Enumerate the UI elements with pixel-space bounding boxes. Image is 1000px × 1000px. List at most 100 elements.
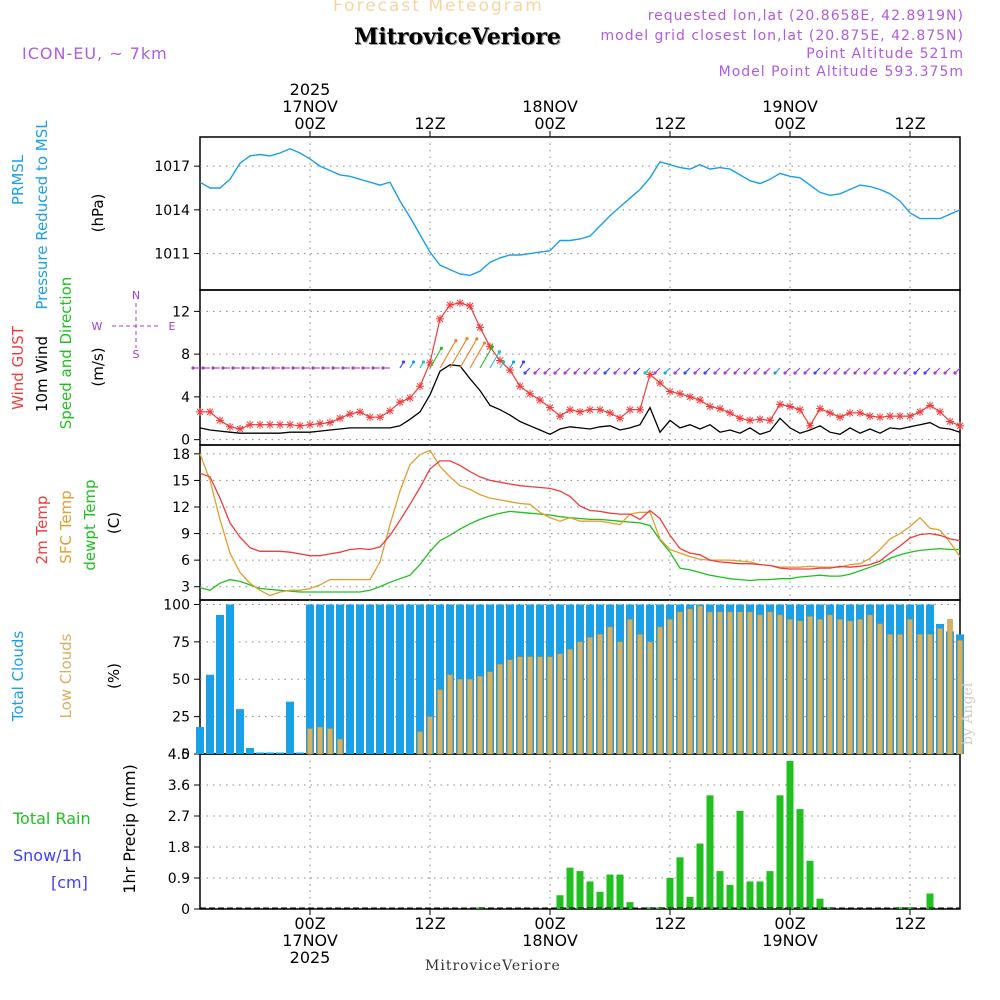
- total-cloud-bar: [266, 752, 274, 754]
- wind-arrow-head: [523, 371, 527, 375]
- wind-arrow-head: [201, 366, 205, 370]
- wind-arrow-head: [953, 371, 957, 375]
- wind-arrow-head: [713, 371, 717, 375]
- gust-marker: [276, 420, 284, 429]
- gust-marker: [616, 414, 624, 423]
- gust-marker: [786, 402, 794, 411]
- ytick-label-precip: 1.8: [168, 840, 190, 856]
- wind-arrow-head: [643, 371, 647, 375]
- gust-marker: [406, 393, 414, 402]
- label-2m-temp: 2m Temp: [33, 496, 51, 565]
- label-snow-unit: [cm]: [51, 873, 88, 892]
- low-cloud-bar: [637, 634, 643, 755]
- pressure-line: [199, 147, 961, 277]
- ytick-label-pressure: 1017: [154, 159, 190, 175]
- wind-arrow-head: [401, 360, 406, 364]
- low-cloud-bar: [537, 656, 543, 755]
- model-point-altitude: Model Point Altitude 593.375m: [718, 64, 964, 80]
- wind-arrow-head: [603, 371, 607, 375]
- gust-marker: [436, 314, 444, 323]
- low-cloud-bar: [457, 678, 463, 755]
- low-cloud-bar: [687, 608, 693, 755]
- gust-marker: [746, 416, 754, 425]
- low-cloud-bar: [647, 641, 653, 755]
- rain-bar: [736, 810, 744, 909]
- wind-arrow-head: [723, 371, 727, 375]
- low-cloud-bar: [677, 611, 683, 755]
- wind-arrow-head: [231, 366, 235, 370]
- low-cloud-bar: [657, 626, 663, 755]
- rain-bar: [606, 874, 614, 909]
- model-label: ICON-EU, ~ 7km: [22, 44, 168, 63]
- low-cloud-bar: [327, 728, 333, 755]
- wind-speed-line: [199, 364, 961, 436]
- gust-marker: [236, 424, 244, 433]
- rain-bar: [556, 895, 564, 909]
- low-cloud-bar: [717, 611, 723, 755]
- gust-marker: [906, 412, 914, 421]
- gust-marker: [676, 389, 684, 398]
- sfc-temp-line: [199, 449, 961, 597]
- gust-marker: [606, 408, 614, 417]
- low-cloud-bar: [877, 623, 883, 755]
- wind-arrow-head: [883, 371, 887, 375]
- gust-marker: [936, 407, 944, 416]
- footer-station: MitroviceVeriore: [425, 958, 561, 974]
- wind-direction-arrow: [479, 346, 493, 369]
- low-cloud-bar: [707, 611, 713, 755]
- low-cloud-bar: [917, 634, 923, 755]
- low-cloud-bar: [557, 653, 563, 755]
- wind-arrow-head: [439, 346, 443, 350]
- wind-arrow-head: [733, 371, 737, 375]
- wind-arrow-head: [421, 360, 426, 364]
- ytick-label-pressure: 1014: [154, 203, 190, 219]
- gust-marker: [896, 412, 904, 421]
- low-cloud-bar: [497, 664, 503, 755]
- gust-marker: [836, 413, 844, 422]
- gust-marker: [286, 420, 294, 429]
- low-cloud-bar: [867, 614, 873, 755]
- wind-arrow-head: [465, 336, 469, 341]
- low-cloud-bar: [447, 674, 453, 755]
- wind-arrow-head: [482, 341, 486, 345]
- wind-arrow-head: [933, 371, 937, 375]
- gust-marker: [686, 392, 694, 401]
- ytick-label-clouds: 25: [172, 710, 190, 726]
- wind-arrow-head: [490, 345, 494, 349]
- wind-arrow-head: [753, 371, 757, 375]
- gust-marker: [666, 387, 674, 396]
- ytick-label-temperature: 3: [181, 580, 190, 596]
- ytick-label-clouds: 100: [163, 597, 190, 613]
- label-pressure-unit: (hPa): [89, 194, 107, 233]
- gust-marker: [866, 412, 874, 421]
- compass-w: W: [92, 320, 103, 333]
- low-cloud-bar: [527, 656, 533, 755]
- ytick-label-temperature: 15: [172, 473, 190, 489]
- low-cloud-bar: [337, 738, 343, 755]
- low-cloud-bar: [817, 619, 823, 755]
- gust-marker: [876, 413, 884, 422]
- wind-arrow-head: [793, 371, 797, 375]
- gust-marker: [376, 413, 384, 422]
- rain-bar: [786, 760, 794, 909]
- wind-arrow-head: [633, 371, 637, 375]
- wind-arrow-head: [893, 371, 897, 375]
- 2m-temp-line: [199, 460, 961, 570]
- wind-arrow-head: [381, 366, 385, 370]
- low-cloud-bar: [957, 640, 963, 755]
- time-label-bottom: 12Z: [654, 914, 685, 933]
- time-label-top: 17NOV: [282, 97, 338, 116]
- time-label-top: 12Z: [414, 114, 445, 133]
- wind-arrow-head: [653, 371, 657, 375]
- ytick-label-wind: 8: [181, 347, 190, 363]
- ytick-label-precip: 2.7: [168, 809, 190, 825]
- wind-arrow-head: [511, 360, 516, 364]
- low-cloud-bar: [437, 689, 443, 755]
- total-cloud-bar: [226, 604, 234, 754]
- wind-arrow-head: [563, 371, 567, 375]
- time-label-bottom: 17NOV: [282, 931, 338, 950]
- gust-marker: [566, 405, 574, 414]
- gust-marker: [306, 420, 314, 429]
- gust-marker: [806, 421, 814, 430]
